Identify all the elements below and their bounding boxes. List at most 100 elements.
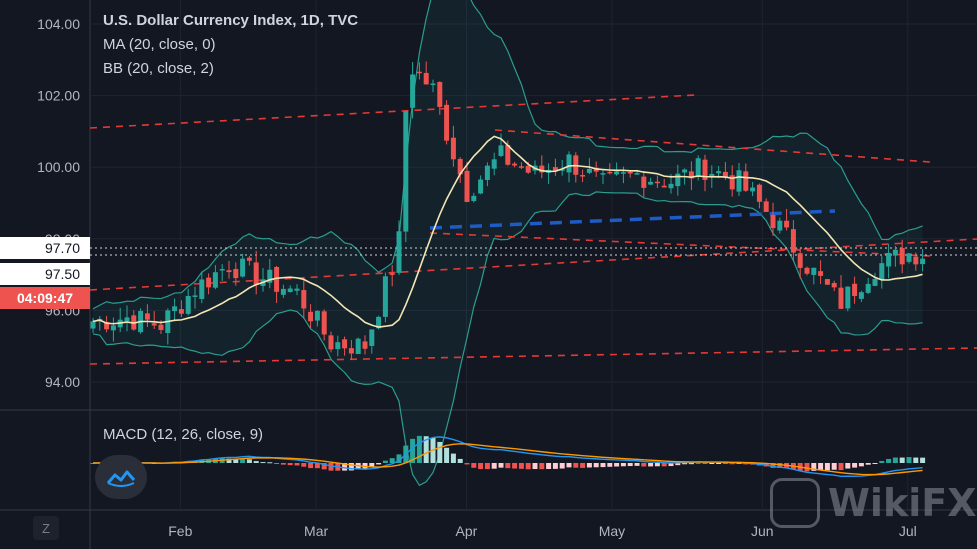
candle-body: [376, 316, 382, 329]
macd-histogram-bar: [729, 463, 735, 465]
candle-body: [192, 295, 198, 297]
macd-histogram-bar: [627, 463, 633, 467]
macd-histogram-bar: [634, 463, 640, 466]
candle-body: [607, 171, 613, 174]
macd-histogram-bar: [505, 463, 511, 469]
tradingview-logo-icon[interactable]: [95, 455, 147, 499]
macd-histogram-bar: [348, 463, 354, 471]
candle-body: [512, 163, 518, 166]
macd-histogram-bar: [280, 463, 286, 465]
candle-body: [682, 169, 688, 173]
candle-body: [464, 170, 470, 202]
candle-body: [716, 171, 722, 174]
candle-body: [355, 338, 361, 355]
watermark-text: WikiFX: [828, 481, 977, 525]
candle-body: [756, 184, 762, 202]
macd-histogram-bar: [396, 454, 402, 463]
x-tick-label: Jun: [751, 523, 774, 539]
candle-body: [484, 165, 490, 180]
macd-histogram-bar: [512, 463, 518, 469]
macd-histogram-bar: [301, 463, 307, 467]
candle-body: [287, 288, 293, 293]
candle-body: [906, 253, 912, 262]
candle-body: [274, 267, 280, 292]
candle-body: [314, 310, 320, 321]
macd-histogram-bar: [845, 463, 851, 469]
candle-body: [226, 270, 232, 273]
candle-body: [280, 288, 286, 295]
macd-histogram-bar: [682, 463, 688, 465]
candle-body: [518, 166, 524, 168]
candle-body: [784, 220, 790, 228]
candle-body: [471, 195, 477, 201]
macd-histogram-bar: [886, 458, 892, 463]
macd-histogram-bar: [484, 463, 490, 470]
macd-histogram-bar: [342, 463, 348, 471]
candle-body: [144, 313, 150, 320]
macd-line: [92, 436, 923, 477]
macd-histogram-bar: [240, 459, 246, 463]
macd-histogram-bar: [675, 463, 681, 466]
candle-body: [362, 341, 368, 349]
candle-body: [804, 267, 810, 274]
macd-signal-line: [92, 443, 923, 476]
macd-histogram-bar: [620, 463, 626, 467]
price-tag-lower: 97.50: [0, 263, 90, 285]
red-trendline: [89, 347, 977, 365]
macd-histogram-bar: [811, 463, 817, 471]
bollinger-fill: [93, 0, 923, 486]
macd-histogram-bar: [260, 462, 266, 464]
macd-histogram-bar: [586, 463, 592, 468]
x-tick-label: Feb: [168, 523, 192, 539]
macd-histogram-bar: [566, 463, 572, 468]
macd-histogram-bar: [600, 463, 606, 468]
macd-histogram-bar: [321, 463, 327, 470]
candle-body: [423, 72, 429, 85]
candle-body: [824, 279, 830, 285]
price-tag-upper: 97.70: [0, 237, 90, 259]
macd-histogram-bar: [294, 463, 300, 466]
candle-body: [790, 229, 796, 253]
macd-histogram-bar: [858, 463, 864, 467]
zoom-button[interactable]: Z: [33, 516, 59, 540]
macd-histogram-bar: [593, 463, 599, 468]
macd-histogram-bar: [702, 463, 708, 464]
y-tick-label: 104.00: [37, 16, 80, 32]
macd-histogram-bar: [328, 463, 334, 471]
macd-histogram-bar: [648, 463, 654, 467]
macd-histogram-bar: [872, 463, 878, 464]
candle-body: [702, 159, 708, 180]
macd-histogram-bar: [824, 463, 830, 471]
macd-histogram-bar: [253, 461, 259, 463]
candle-body: [743, 171, 749, 191]
ma-legend[interactable]: MA (20, close, 0): [103, 36, 216, 53]
bb-legend[interactable]: BB (20, close, 2): [103, 60, 214, 77]
macd-histogram-bar: [233, 459, 239, 463]
candle-body: [430, 83, 436, 85]
macd-histogram-bar: [498, 463, 504, 468]
candle-body: [219, 269, 225, 271]
candle-body: [212, 272, 218, 288]
candle-body: [552, 167, 558, 172]
macd-histogram-bar: [838, 463, 844, 471]
macd-histogram-bar: [491, 463, 497, 469]
candle-body: [634, 173, 640, 175]
candle-body: [559, 169, 565, 171]
macd-histogram-bar: [546, 463, 552, 470]
macd-histogram-bar: [376, 463, 382, 465]
macd-legend[interactable]: MACD (12, 26, close, 9): [103, 426, 264, 443]
candle-body: [301, 290, 307, 309]
candle-body: [661, 185, 667, 188]
macd-histogram-bar: [274, 463, 280, 464]
candle-body: [172, 306, 178, 312]
candle-body: [797, 253, 803, 268]
macd-histogram-bar: [892, 457, 898, 463]
macd-histogram-bar: [539, 463, 545, 470]
candle-body: [872, 278, 878, 286]
blue-trendline: [429, 209, 836, 230]
candle-body: [457, 158, 463, 175]
macd-histogram-bar: [382, 460, 388, 463]
candle-body: [410, 74, 416, 108]
candle-body: [253, 262, 259, 285]
